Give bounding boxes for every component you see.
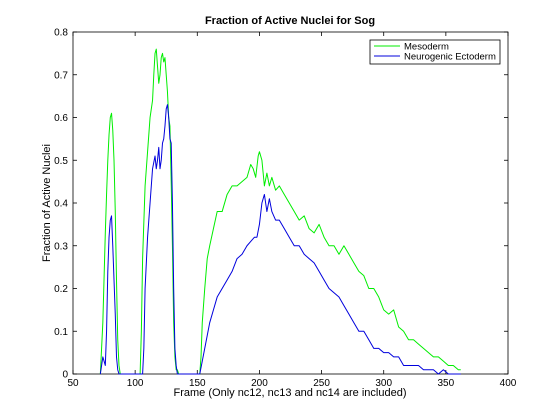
legend-box [369, 39, 501, 65]
y-tick-label: 0.3 [54, 241, 68, 252]
y-axis-label: Fraction of Active Nuclei [41, 144, 53, 262]
legend-label-mesoderm: Mesoderm [404, 42, 449, 53]
series-line-mesoderm [99, 48, 461, 375]
y-tick-label: 0.5 [54, 156, 68, 167]
y-tick-label: 0.4 [54, 199, 68, 210]
x-tick-label: 350 [438, 378, 455, 389]
x-tick-label: 50 [67, 378, 79, 389]
x-axis-label: Frame (Only nc12, nc13 and nc14 are incl… [174, 387, 407, 399]
y-tick-label: 0.6 [54, 113, 68, 124]
x-tick-label: 400 [500, 378, 517, 389]
legend: Mesoderm Neurogenic Ectoderm [369, 39, 501, 65]
y-tick-label: 0.1 [54, 327, 68, 338]
x-tick-label: 150 [189, 378, 206, 389]
x-tick-label: 200 [251, 378, 268, 389]
y-tick-label: 0.2 [54, 284, 68, 295]
plot-area [72, 31, 509, 375]
chart-title: Fraction of Active Nuclei for Sog [205, 15, 375, 27]
x-tick-label: 300 [375, 378, 392, 389]
x-tick-label: 250 [313, 378, 330, 389]
series-line-neurogenic-ectoderm [99, 104, 461, 375]
y-tick-label: 0.8 [54, 28, 68, 39]
series-group [99, 48, 461, 375]
y-tick-labels: 0 0.1 0.2 0.3 0.4 0.5 0.6 0.7 0.8 [54, 28, 68, 381]
axis-ticks [72, 31, 509, 375]
y-tick-label: 0 [62, 370, 68, 381]
y-tick-label: 0.7 [54, 70, 68, 81]
x-tick-labels: 50 100 150 200 250 300 350 400 [67, 378, 516, 389]
x-tick-label: 100 [127, 378, 144, 389]
legend-label-neurogenic-ectoderm: Neurogenic Ectoderm [404, 52, 496, 63]
